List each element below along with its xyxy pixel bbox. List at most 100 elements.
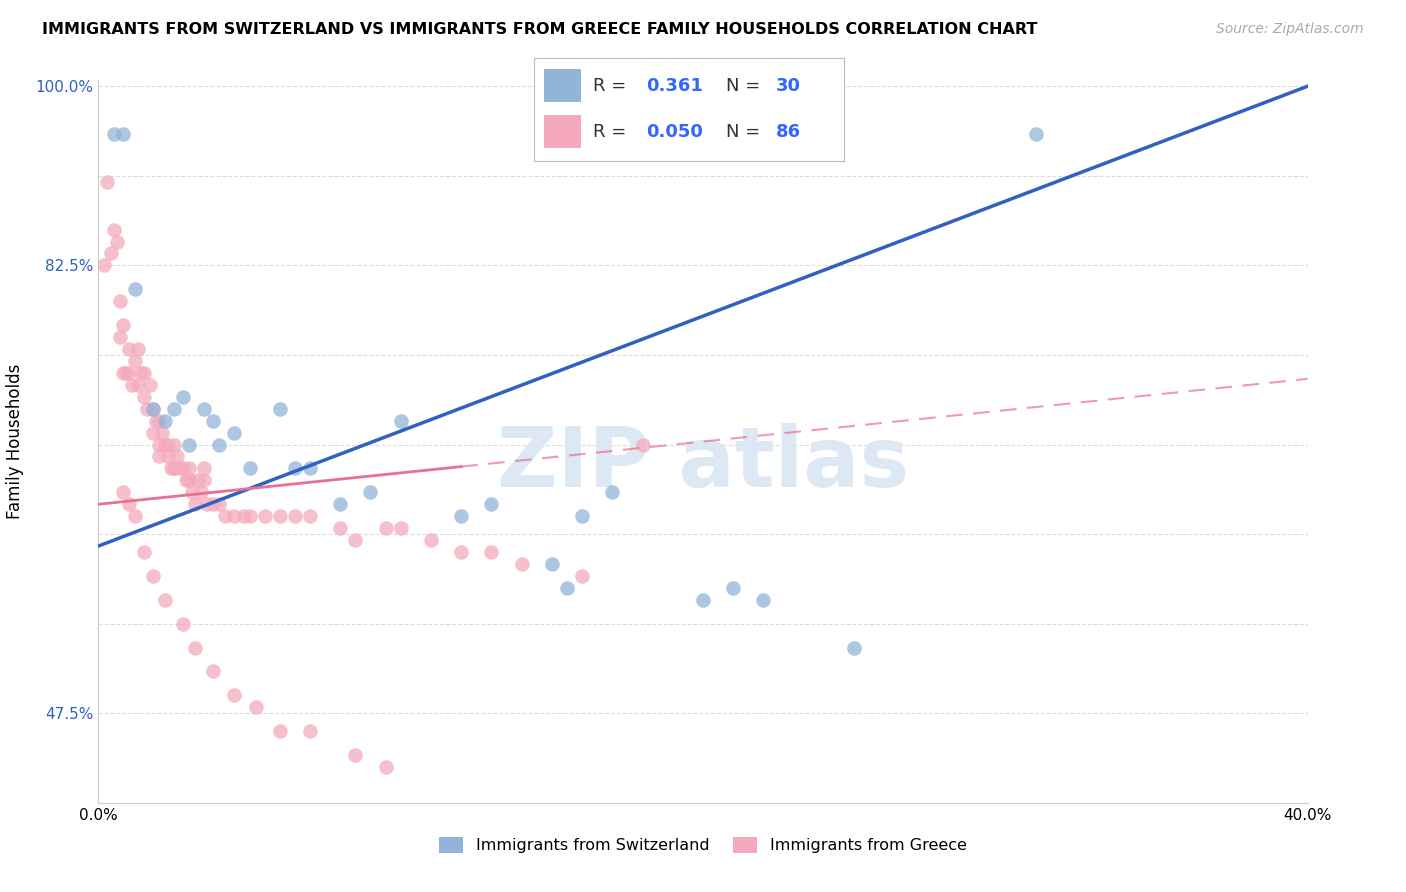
Point xyxy=(148,450,170,464)
Point xyxy=(156,437,179,451)
Point xyxy=(329,521,352,535)
Point xyxy=(135,401,157,416)
Point xyxy=(96,175,118,189)
Point xyxy=(224,509,246,524)
Point xyxy=(142,425,165,440)
Point xyxy=(224,689,246,703)
Point xyxy=(571,509,593,524)
Point xyxy=(190,485,212,500)
Point xyxy=(163,461,186,475)
Point xyxy=(374,521,396,535)
Point xyxy=(108,294,131,309)
Point xyxy=(571,569,593,583)
Point xyxy=(193,461,215,475)
Point xyxy=(108,330,131,344)
Point xyxy=(142,401,165,416)
Point xyxy=(202,497,225,511)
Point xyxy=(631,437,654,451)
Point xyxy=(329,497,352,511)
Point xyxy=(114,366,136,380)
Point xyxy=(540,557,562,571)
Point xyxy=(245,700,267,714)
Point xyxy=(172,461,194,475)
Point xyxy=(202,665,225,679)
Point xyxy=(344,747,367,762)
Point xyxy=(692,592,714,607)
Point xyxy=(360,485,382,500)
Point xyxy=(510,557,533,571)
Point xyxy=(184,497,207,511)
Point xyxy=(118,342,141,356)
Point xyxy=(150,425,173,440)
Point xyxy=(129,366,152,380)
Point xyxy=(239,461,262,475)
Text: 86: 86 xyxy=(776,123,800,141)
Bar xyxy=(544,115,581,148)
Text: 0.361: 0.361 xyxy=(645,77,703,95)
Point xyxy=(153,437,176,451)
Point xyxy=(208,437,231,451)
Text: 0.050: 0.050 xyxy=(645,123,703,141)
Y-axis label: Family Households: Family Households xyxy=(7,364,24,519)
Point xyxy=(344,533,367,547)
Point xyxy=(163,437,186,451)
Point xyxy=(121,377,143,392)
Point xyxy=(202,414,225,428)
Legend: Immigrants from Switzerland, Immigrants from Greece: Immigrants from Switzerland, Immigrants … xyxy=(433,830,973,860)
Point xyxy=(160,461,183,475)
Point xyxy=(389,521,412,535)
Point xyxy=(118,366,141,380)
Point xyxy=(284,509,307,524)
Point xyxy=(269,401,291,416)
Point xyxy=(179,474,201,488)
Point xyxy=(269,509,291,524)
Point xyxy=(111,127,134,141)
Point xyxy=(374,760,396,774)
Point xyxy=(172,390,194,404)
Point xyxy=(555,581,578,595)
Point xyxy=(1024,127,1046,141)
Point xyxy=(844,640,866,655)
Point xyxy=(163,401,186,416)
Point xyxy=(299,461,322,475)
Point xyxy=(148,414,170,428)
Text: IMMIGRANTS FROM SWITZERLAND VS IMMIGRANTS FROM GREECE FAMILY HOUSEHOLDS CORRELAT: IMMIGRANTS FROM SWITZERLAND VS IMMIGRANT… xyxy=(42,22,1038,37)
Point xyxy=(181,485,204,500)
Point xyxy=(105,235,128,249)
Point xyxy=(253,509,276,524)
Point xyxy=(163,461,186,475)
Point xyxy=(124,354,146,368)
Point xyxy=(124,282,146,296)
Point xyxy=(127,377,149,392)
Point xyxy=(232,509,254,524)
Text: Source: ZipAtlas.com: Source: ZipAtlas.com xyxy=(1216,22,1364,37)
Point xyxy=(193,474,215,488)
Point xyxy=(145,414,167,428)
Point xyxy=(93,259,115,273)
Point xyxy=(602,485,624,500)
Point xyxy=(214,509,236,524)
Point xyxy=(195,497,218,511)
Text: N =: N = xyxy=(725,123,766,141)
Point xyxy=(124,509,146,524)
Point xyxy=(179,437,201,451)
Point xyxy=(184,640,207,655)
Point xyxy=(179,461,201,475)
Point xyxy=(153,414,176,428)
Text: N =: N = xyxy=(725,77,766,95)
Point xyxy=(103,127,125,141)
Point xyxy=(148,437,170,451)
Point xyxy=(174,474,197,488)
Point xyxy=(132,390,155,404)
Bar xyxy=(544,70,581,102)
Point xyxy=(481,545,503,559)
Point xyxy=(389,414,412,428)
Point xyxy=(127,342,149,356)
Point xyxy=(450,509,472,524)
Point xyxy=(169,461,191,475)
Text: ZIP atlas: ZIP atlas xyxy=(496,423,910,504)
Point xyxy=(142,401,165,416)
Point xyxy=(284,461,307,475)
Point xyxy=(481,497,503,511)
Point xyxy=(224,425,246,440)
